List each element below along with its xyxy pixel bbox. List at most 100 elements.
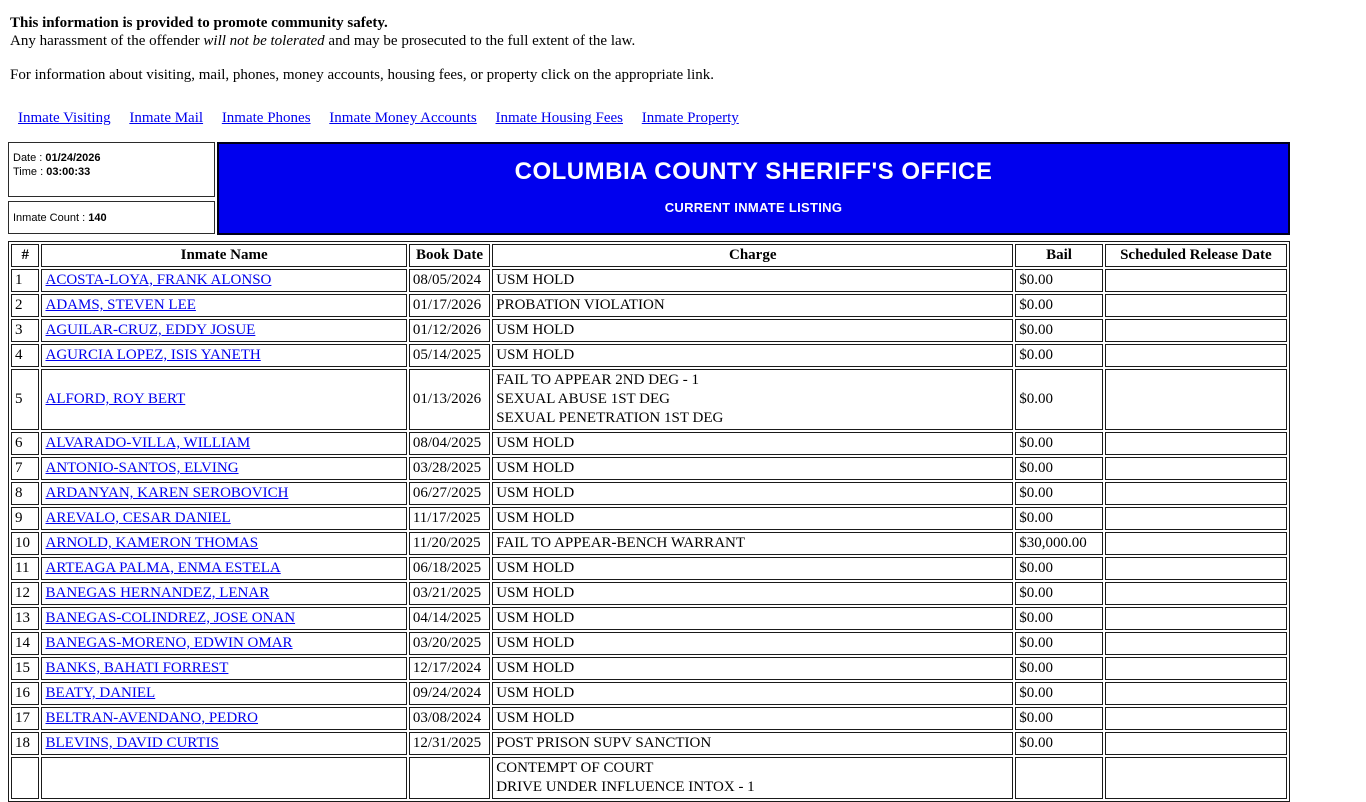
inmate-name-link[interactable]: AGURCIA LOPEZ, ISIS YANETH (45, 347, 261, 363)
inmate-name-link[interactable]: BLEVINS, DAVID CURTIS (45, 735, 219, 751)
inmate-name-cell: ALFORD, ROY BERT (41, 369, 407, 430)
inmate-name-cell: BELTRAN-AVENDANO, PEDRO (41, 707, 407, 730)
inmate-name-cell: ARDANYAN, KAREN SEROBOVICH (41, 482, 407, 505)
table-row: 12 BANEGAS HERNANDEZ, LENAR 03/21/2025 U… (11, 582, 1287, 605)
bail-amount: $0.00 (1015, 319, 1103, 342)
inmate-name-link[interactable]: AGUILAR-CRUZ, EDDY JOSUE (45, 322, 256, 338)
inmate-number: 17 (11, 707, 40, 730)
scheduled-release-date (1104, 632, 1287, 655)
date-value: 01/24/2026 (45, 152, 101, 164)
inmate-name-cell: AGUILAR-CRUZ, EDDY JOSUE (41, 319, 407, 342)
inmate-number: 7 (11, 457, 40, 480)
column-header-book-date: Book Date (408, 244, 491, 267)
inmate-info-nav: Inmate Visiting Inmate Mail Inmate Phone… (18, 110, 1358, 127)
inmate-name-cell: ARTEAGA PALMA, ENMA ESTELA (41, 557, 407, 580)
nav-link-inmate-money-accounts[interactable]: Inmate Money Accounts (329, 110, 477, 126)
inmate-name-link[interactable]: BELTRAN-AVENDANO, PEDRO (45, 710, 258, 726)
inmate-name-link[interactable]: ACOSTA-LOYA, FRANK ALONSO (45, 272, 272, 288)
harassment-warning-pre: Any harassment of the offender (10, 33, 204, 49)
charge-list: FAIL TO APPEAR-BENCH WARRANT (492, 532, 1014, 555)
inmate-number: 14 (11, 632, 40, 655)
inmate-name-link[interactable]: AREVALO, CESAR DANIEL (45, 510, 231, 526)
inmate-name-link[interactable]: ARDANYAN, KAREN SEROBOVICH (45, 485, 289, 501)
inmate-name-link[interactable]: BANEGAS-COLINDREZ, JOSE ONAN (45, 610, 296, 626)
bail-amount: $0.00 (1015, 269, 1103, 292)
inmate-name-link[interactable]: ANTONIO-SANTOS, ELVING (45, 460, 239, 476)
column-header-inmate-name: Inmate Name (41, 244, 407, 267)
charge-list: USM HOLD (492, 607, 1014, 630)
inmate-name-cell: BANEGAS-MORENO, EDWIN OMAR (41, 632, 407, 655)
bail-amount: $30,000.00 (1015, 532, 1103, 555)
scheduled-release-date (1104, 369, 1287, 430)
charge-list: USM HOLD (492, 557, 1014, 580)
harassment-warning-post: and may be prosecuted to the full extent… (324, 33, 636, 49)
inmate-number: 8 (11, 482, 40, 505)
scheduled-release-date (1104, 557, 1287, 580)
scheduled-release-date (1104, 482, 1287, 505)
inmate-number: 4 (11, 344, 40, 367)
table-row: 4 AGURCIA LOPEZ, ISIS YANETH 05/14/2025 … (11, 344, 1287, 367)
bail-amount: $0.00 (1015, 657, 1103, 680)
time-label: Time : (13, 166, 44, 178)
nav-link-inmate-property[interactable]: Inmate Property (641, 110, 739, 126)
book-date: 08/05/2024 (408, 269, 491, 292)
header-band-left: Date : 01/24/2026 Time : 03:00:33 Inmate… (8, 142, 215, 235)
bail-amount: $0.00 (1015, 482, 1103, 505)
scheduled-release-date (1104, 732, 1287, 755)
table-row: 6 ALVARADO-VILLA, WILLIAM 08/04/2025 USM… (11, 432, 1287, 455)
nav-link-inmate-phones[interactable]: Inmate Phones (221, 110, 311, 126)
bail-amount: $0.00 (1015, 607, 1103, 630)
book-date: 06/18/2025 (408, 557, 491, 580)
scheduled-release-date (1104, 507, 1287, 530)
inmate-name-link[interactable]: ARNOLD, KAMERON THOMAS (45, 535, 259, 551)
bail-amount: $0.00 (1015, 344, 1103, 367)
charge-list: USM HOLD (492, 657, 1014, 680)
inmate-name-cell: ANTONIO-SANTOS, ELVING (41, 457, 407, 480)
inmate-name-cell: AREVALO, CESAR DANIEL (41, 507, 407, 530)
scheduled-release-date (1104, 657, 1287, 680)
inmate-name-link[interactable]: ALVARADO-VILLA, WILLIAM (45, 435, 251, 451)
inmate-name-link[interactable]: ARTEAGA PALMA, ENMA ESTELA (45, 560, 281, 576)
scheduled-release-date (1104, 319, 1287, 342)
charge-list: USM HOLD (492, 319, 1014, 342)
charge-list: USM HOLD (492, 682, 1014, 705)
nav-link-inmate-mail[interactable]: Inmate Mail (129, 110, 204, 126)
nav-link-inmate-visiting[interactable]: Inmate Visiting (18, 110, 111, 126)
bail-amount: $0.00 (1015, 507, 1103, 530)
book-date: 01/12/2026 (408, 319, 491, 342)
inmate-number: 12 (11, 582, 40, 605)
inmate-name-cell: ALVARADO-VILLA, WILLIAM (41, 432, 407, 455)
book-date: 11/17/2025 (408, 507, 491, 530)
inmate-name-link[interactable]: ALFORD, ROY BERT (45, 391, 186, 407)
inmate-name-link[interactable]: BANEGAS HERNANDEZ, LENAR (45, 585, 270, 601)
inmate-name-link[interactable]: BANEGAS-MORENO, EDWIN OMAR (45, 635, 293, 651)
book-date: 08/04/2025 (408, 432, 491, 455)
table-row: 17 BELTRAN-AVENDANO, PEDRO 03/08/2024 US… (11, 707, 1287, 730)
table-header-row: # Inmate Name Book Date Charge Bail Sche… (11, 244, 1287, 267)
inmate-name-link[interactable]: ADAMS, STEVEN LEE (45, 297, 196, 313)
table-row: 2 ADAMS, STEVEN LEE 01/17/2026 PROBATION… (11, 294, 1287, 317)
inmate-name-cell: BEATY, DANIEL (41, 682, 407, 705)
inmate-count-text: Inmate Count : 140 (13, 212, 107, 224)
inmate-number: 18 (11, 732, 40, 755)
charge-list: USM HOLD (492, 482, 1014, 505)
column-header-scheduled-release-date: Scheduled Release Date (1104, 244, 1287, 267)
book-date: 12/31/2025 (408, 732, 491, 755)
book-date: 01/17/2026 (408, 294, 491, 317)
book-date: 06/27/2025 (408, 482, 491, 505)
bail-amount: $0.00 (1015, 557, 1103, 580)
table-row: 1 ACOSTA-LOYA, FRANK ALONSO 08/05/2024 U… (11, 269, 1287, 292)
nav-link-inmate-housing-fees[interactable]: Inmate Housing Fees (495, 110, 623, 126)
inmate-number: 10 (11, 532, 40, 555)
inmate-count-label: Inmate Count : (13, 211, 86, 224)
book-date: 03/21/2025 (408, 582, 491, 605)
inmate-name-link[interactable]: BEATY, DANIEL (45, 685, 156, 701)
safety-notice-headline: This information is provided to promote … (10, 15, 388, 31)
page-title: COLUMBIA COUNTY SHERIFF'S OFFICE (514, 158, 993, 185)
bail-amount (1015, 757, 1103, 799)
charge-list: USM HOLD (492, 269, 1014, 292)
inmate-name-link[interactable]: BANKS, BAHATI FORREST (45, 660, 229, 676)
inmate-name-cell: BANEGAS HERNANDEZ, LENAR (41, 582, 407, 605)
page-subtitle: CURRENT INMATE LISTING (664, 200, 843, 215)
